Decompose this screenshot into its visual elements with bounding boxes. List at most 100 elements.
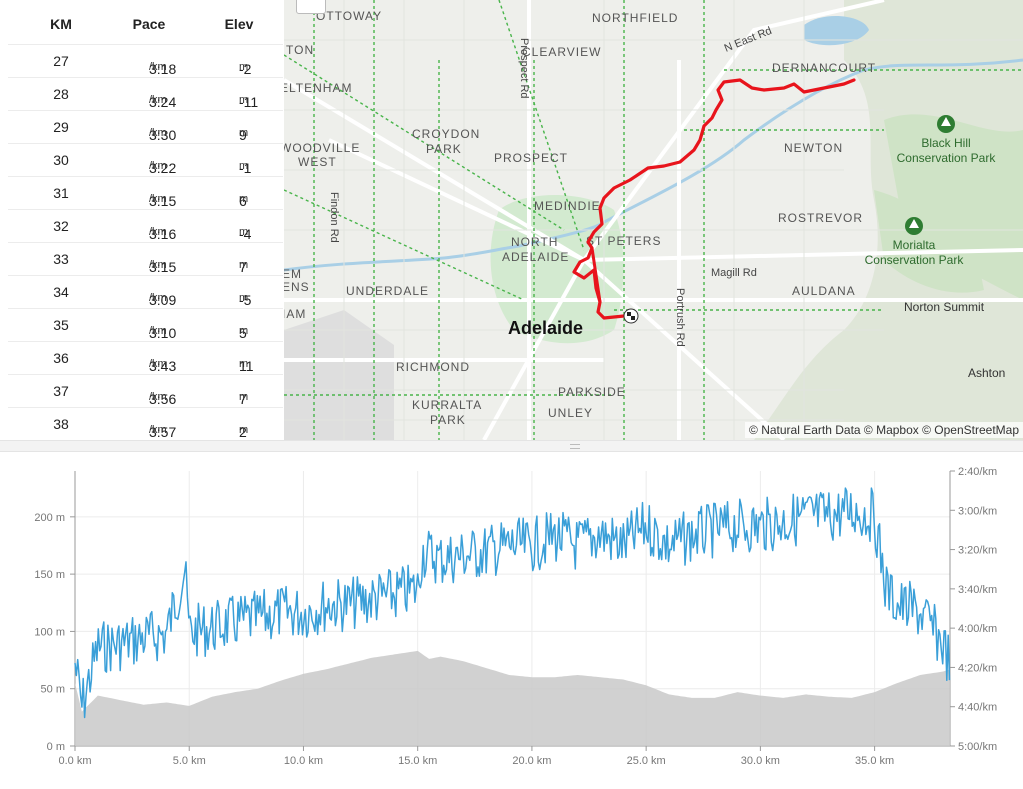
city-label: Adelaide bbox=[508, 318, 583, 338]
resize-handle[interactable] bbox=[0, 440, 1023, 452]
suburb-label: ENS bbox=[284, 280, 310, 294]
x-tick-label: 35.0 km bbox=[855, 755, 894, 767]
elevation-tick-label: 150 m bbox=[34, 569, 65, 581]
chart-canvas[interactable]: 0.0 km 5.0 km 10.0 km 15.0 km 20.0 km 25.0 km… bbox=[0, 451, 1023, 784]
road-label: Findon Rd bbox=[328, 192, 340, 243]
pace-tick-label: 4:40/km bbox=[958, 702, 997, 714]
split-km: 33 bbox=[53, 251, 69, 267]
suburb-label: ADELAIDE bbox=[502, 250, 569, 264]
elevation-pace-chart[interactable]: 0.0 km 5.0 km 10.0 km 15.0 km 20.0 km 25.0 km… bbox=[0, 451, 1023, 784]
split-row[interactable]: 36 3:43 /km 11 m bbox=[8, 341, 283, 374]
reservoir bbox=[804, 15, 869, 46]
minor-roads bbox=[284, 0, 1023, 440]
split-row[interactable]: 29 3:30 /km 9 m bbox=[8, 110, 283, 143]
suburb-label: NORTHFIELD bbox=[592, 11, 678, 25]
split-km: 37 bbox=[53, 383, 69, 399]
grip-icon bbox=[570, 444, 580, 449]
road-label: Prospect Rd bbox=[518, 38, 530, 99]
road-label: Magill Rd bbox=[711, 267, 757, 279]
splits-table: KM Pace Elev 27 3:18 /km -2 m 28 3:24 /km -11… bbox=[0, 0, 283, 440]
suburb-label: MEDINDIE bbox=[534, 199, 601, 213]
elevation-area bbox=[75, 650, 950, 746]
split-row[interactable]: 32 3:16 /km -4 m bbox=[8, 209, 283, 242]
suburb-label: NEWTON bbox=[784, 141, 843, 155]
split-km: 36 bbox=[53, 350, 69, 366]
pace-tick-label: 3:00/km bbox=[958, 505, 997, 517]
km-column-header[interactable]: KM bbox=[50, 16, 72, 32]
suburb-label: IAM bbox=[284, 307, 306, 321]
park-label: Black Hill bbox=[921, 136, 970, 150]
suburb-label: WEST bbox=[298, 155, 337, 169]
elev-column-header[interactable]: Elev bbox=[224, 16, 254, 32]
split-row[interactable]: 28 3:24 /km -11 m bbox=[8, 77, 283, 110]
split-row[interactable]: 38 3:57 /km 2 m bbox=[8, 407, 283, 440]
split-km: 29 bbox=[53, 119, 69, 135]
suburb-label: DERNANCOURT bbox=[772, 61, 876, 75]
x-tick-label: 5.0 km bbox=[173, 755, 206, 767]
pace-tick-label: 5:00/km bbox=[958, 741, 997, 753]
park-label: Conservation Park bbox=[897, 151, 997, 165]
split-row[interactable]: 30 3:22 /km -1 m bbox=[8, 143, 283, 176]
route-line[interactable] bbox=[572, 78, 856, 320]
suburb-label: CROYDON bbox=[412, 127, 480, 141]
conservation-park-area bbox=[884, 114, 1023, 300]
suburb-label: PARK bbox=[426, 142, 462, 156]
split-km: 27 bbox=[53, 53, 69, 69]
suburb-label: ST PETERS bbox=[586, 234, 661, 248]
suburb-label: NORTH bbox=[511, 235, 558, 249]
x-tick-label: 10.0 km bbox=[284, 755, 323, 767]
park-label: Conservation Park bbox=[865, 253, 965, 267]
morialta-park-area bbox=[874, 190, 984, 293]
x-tick-label: 20.0 km bbox=[512, 755, 551, 767]
split-row[interactable]: 34 3:09 /km -5 m bbox=[8, 275, 283, 308]
suburb-label: CLEARVIEW bbox=[522, 45, 601, 59]
suburb-label: TON bbox=[286, 43, 314, 57]
suburb-label: PROSPECT bbox=[494, 151, 568, 165]
pace-column-header[interactable]: Pace bbox=[132, 16, 166, 32]
elevation-tick-label: 50 m bbox=[41, 684, 65, 696]
route-line bbox=[590, 247, 602, 303]
park-label: Morialta bbox=[893, 238, 936, 252]
elevation-tick-label: 0 m bbox=[47, 741, 65, 753]
split-row[interactable]: 37 3:56 /km 7 m bbox=[8, 374, 283, 407]
park-marker[interactable]: Morialta Conservation Park bbox=[865, 217, 965, 267]
suburb-label: WOODVILLE bbox=[284, 141, 360, 155]
suburb-label: AULDANA bbox=[792, 284, 856, 298]
suburb-label: UNDERDALE bbox=[346, 284, 429, 298]
map-canvas[interactable]: OTTOWAY NORTHFIELD CLEARVIEW DERNANCOURT… bbox=[284, 0, 1023, 440]
split-row[interactable]: 31 3:15 /km 6 m bbox=[8, 176, 283, 209]
suburb-label: PARK bbox=[430, 413, 466, 427]
road-label: Portrush Rd bbox=[674, 288, 686, 347]
split-km: 30 bbox=[53, 152, 69, 168]
suburb-label: PARKSIDE bbox=[558, 385, 626, 399]
split-km: 31 bbox=[53, 185, 69, 201]
split-row[interactable]: 27 3:18 /km -2 m bbox=[8, 44, 283, 77]
splits-header: KM Pace Elev bbox=[8, 0, 283, 44]
bike-paths bbox=[284, 0, 1023, 440]
suburb-label: UNLEY bbox=[548, 406, 593, 420]
elevation-tick-label: 100 m bbox=[34, 626, 65, 638]
suburb-label: RICHMOND bbox=[396, 360, 470, 374]
x-tick-label: 15.0 km bbox=[398, 755, 437, 767]
split-row[interactable]: 33 3:15 /km 7 m bbox=[8, 242, 283, 275]
pace-tick-label: 2:40/km bbox=[958, 466, 997, 478]
zoom-out-button[interactable]: − bbox=[296, 0, 326, 14]
suburb-label: KURRALTA bbox=[412, 398, 482, 412]
pace-tick-label: 4:00/km bbox=[958, 623, 997, 635]
suburb-label: ELTENHAM bbox=[284, 81, 352, 95]
split-km: 34 bbox=[53, 284, 69, 300]
place-label: Ashton bbox=[968, 366, 1005, 380]
route-map[interactable]: OTTOWAY NORTHFIELD CLEARVIEW DERNANCOURT… bbox=[284, 0, 1023, 440]
pace-tick-label: 3:40/km bbox=[958, 584, 997, 596]
split-km: 35 bbox=[53, 317, 69, 333]
suburb-label: EM bbox=[284, 267, 302, 281]
place-label: Norton Summit bbox=[904, 300, 985, 314]
map-attribution[interactable]: © Natural Earth Data © Mapbox © OpenStre… bbox=[745, 422, 1023, 438]
split-km: 32 bbox=[53, 218, 69, 234]
suburb-label: ROSTREVOR bbox=[778, 211, 863, 225]
park-marker[interactable]: Black Hill Conservation Park bbox=[897, 115, 997, 165]
split-km: 38 bbox=[53, 416, 69, 432]
x-tick-label: 30.0 km bbox=[741, 755, 780, 767]
finish-flag-icon[interactable] bbox=[623, 308, 639, 324]
split-row[interactable]: 35 3:10 /km 5 m bbox=[8, 308, 283, 341]
